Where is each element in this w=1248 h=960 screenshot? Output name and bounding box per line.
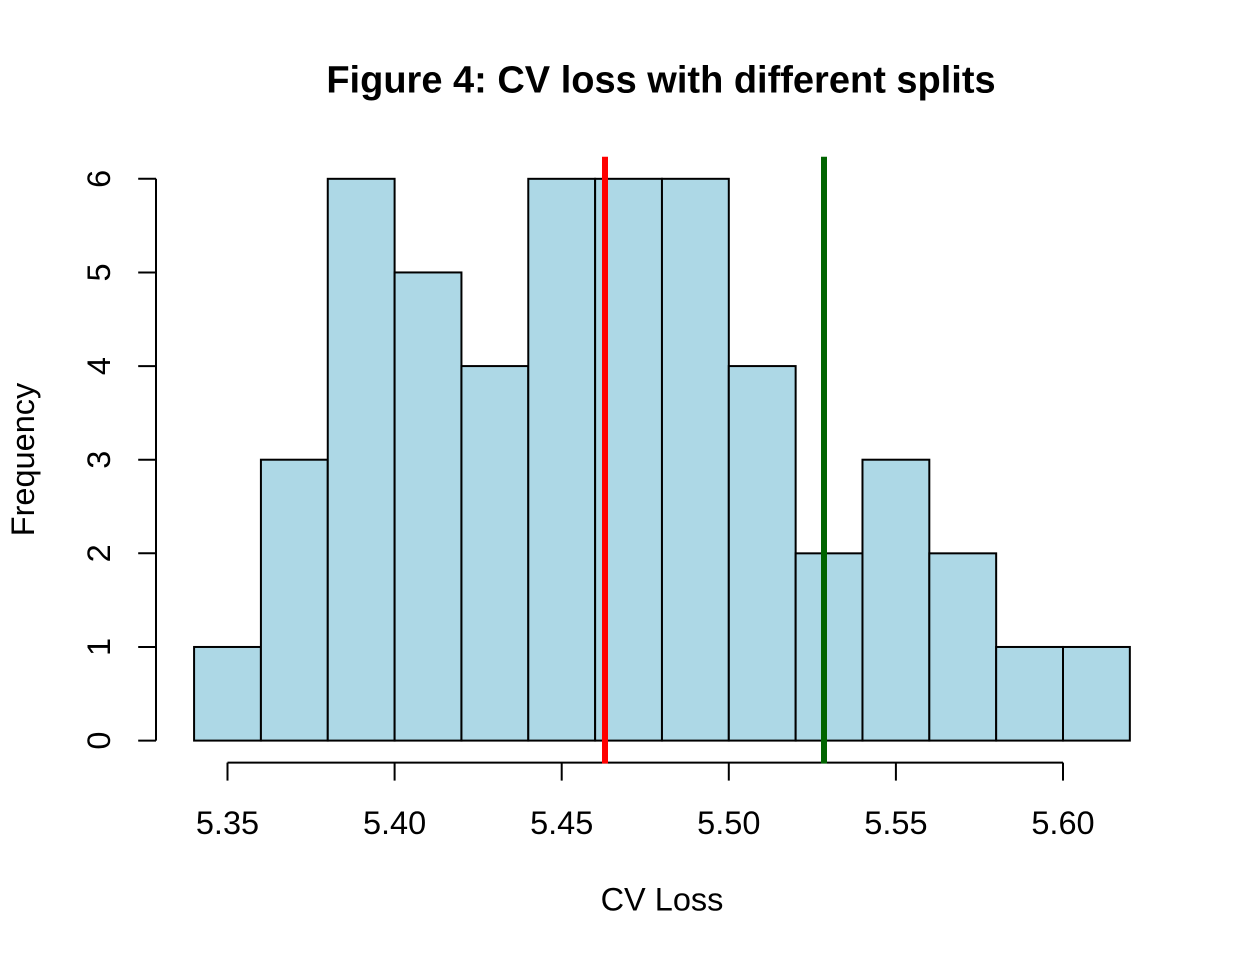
svg-text:5.60: 5.60 [1031, 805, 1094, 841]
svg-text:Frequency: Frequency [5, 382, 41, 536]
svg-text:1: 1 [81, 638, 117, 656]
svg-text:5: 5 [81, 263, 117, 281]
svg-text:5.50: 5.50 [697, 805, 760, 841]
svg-text:3: 3 [81, 451, 117, 469]
svg-text:5.35: 5.35 [196, 805, 259, 841]
svg-text:0: 0 [81, 732, 117, 750]
svg-text:5.55: 5.55 [864, 805, 927, 841]
svg-text:Figure 4: CV loss with differe: Figure 4: CV loss with different splits [326, 60, 995, 102]
svg-text:5.40: 5.40 [363, 805, 426, 841]
svg-text:6: 6 [81, 170, 117, 188]
svg-text:2: 2 [81, 544, 117, 562]
svg-text:CV Loss: CV Loss [601, 882, 724, 918]
svg-text:4: 4 [81, 357, 117, 375]
svg-text:5.45: 5.45 [530, 805, 593, 841]
